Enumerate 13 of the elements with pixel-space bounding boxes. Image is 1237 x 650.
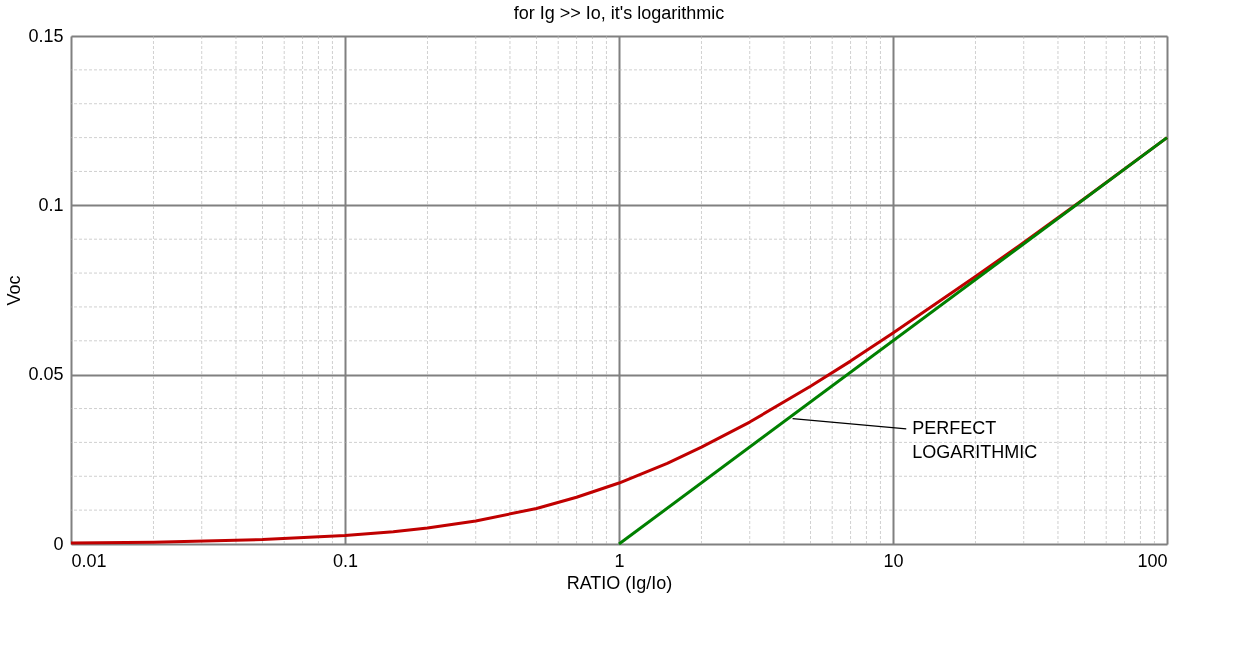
x-tick-label: 1 — [614, 550, 625, 571]
x-tick-label: 100 — [1137, 550, 1168, 571]
x-axis-title: RATIO (Ig/Io) — [566, 572, 673, 593]
x-tick-label: 0.01 — [71, 550, 107, 571]
x-tick-label: 0.1 — [332, 550, 359, 571]
chart-title: for Ig >> Io, it's logarithmic — [513, 3, 725, 23]
y-tick-label: 0 — [53, 533, 64, 554]
y-tick-label: 0.05 — [28, 364, 64, 385]
x-tick-label: 10 — [883, 550, 904, 571]
annotation: PERFECT LOGARITHMIC — [912, 417, 1038, 462]
y-tick-label: 0.1 — [38, 194, 64, 215]
y-axis-title: Voc — [4, 275, 25, 306]
y-tick-label: 0.15 — [28, 25, 64, 46]
